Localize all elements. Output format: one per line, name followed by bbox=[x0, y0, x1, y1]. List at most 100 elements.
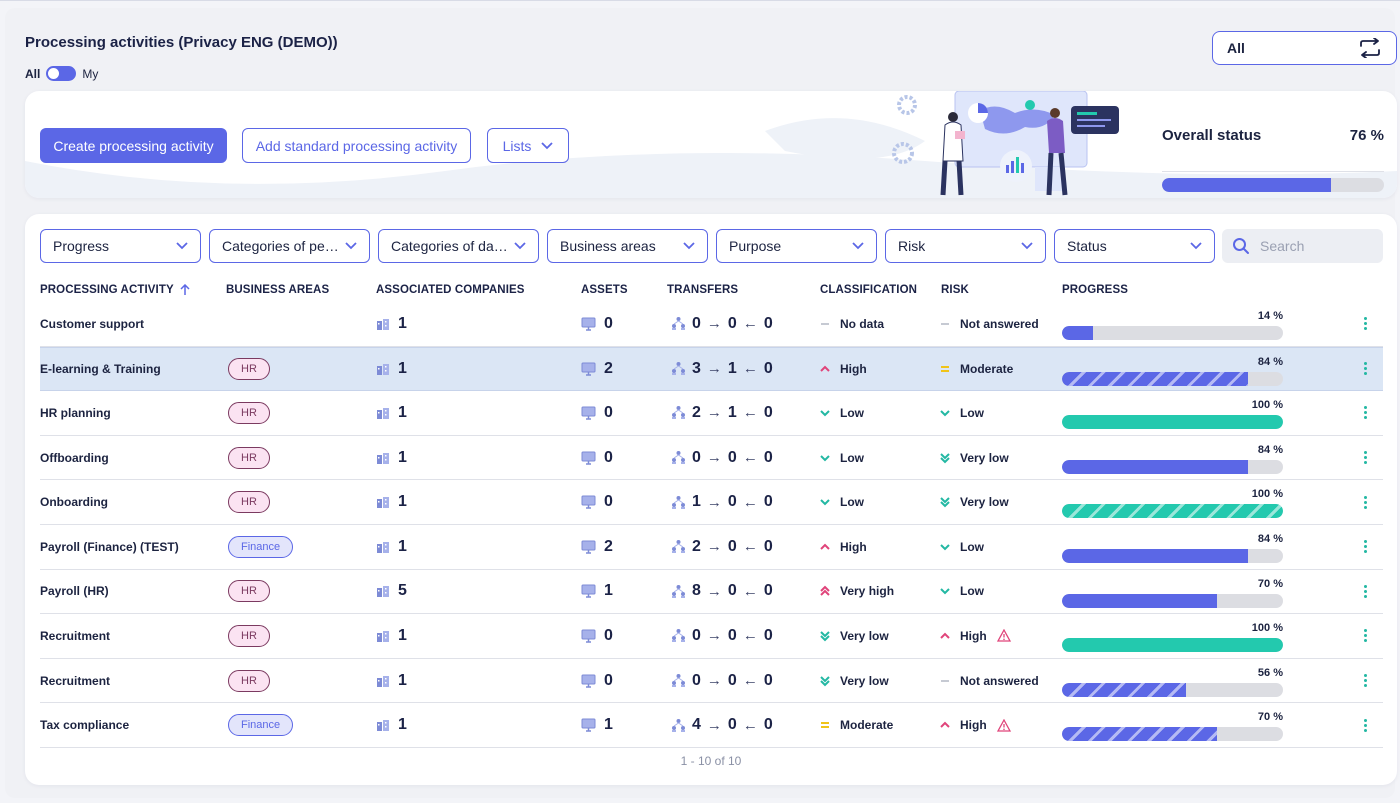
transfers-outbound: 0 bbox=[727, 537, 737, 555]
arrow-right-icon: → bbox=[706, 672, 722, 690]
table-row[interactable]: Tax compliance Finance 1 1 4 → 0 ← 0 Moderate High… bbox=[40, 703, 1383, 748]
activity-name[interactable]: Recruitment bbox=[40, 628, 111, 643]
classification-cell: Very low bbox=[820, 614, 889, 658]
column-header-business-areas[interactable]: BUSINESS AREAS bbox=[226, 284, 330, 296]
table-row[interactable]: Onboarding HR 1 0 1 → 0 ← 0 Low Very low 100 % bbox=[40, 480, 1383, 525]
column-header-risk[interactable]: RISK bbox=[941, 284, 969, 296]
activity-name[interactable]: Recruitment bbox=[40, 673, 111, 688]
search-input[interactable]: Search bbox=[1222, 229, 1383, 263]
transfers-cell: 0 → 0 ← 0 bbox=[671, 614, 773, 658]
progress-bar bbox=[1062, 593, 1283, 608]
companies-cell: 1 bbox=[376, 348, 407, 391]
row-menu-button[interactable] bbox=[1364, 348, 1368, 391]
row-menu-button[interactable] bbox=[1364, 525, 1368, 569]
table-row[interactable]: Recruitment HR 1 0 0 → 0 ← 0 Very low High 100 % bbox=[40, 614, 1383, 659]
filter-1[interactable]: Categories of personal data bbox=[209, 229, 370, 263]
transfers-inbound: 0 bbox=[763, 448, 773, 466]
table-row[interactable]: Payroll (HR) HR 5 1 8 → 0 ← 0 Very high Low 70 % bbox=[40, 570, 1383, 615]
transfers-outbound: 0 bbox=[727, 314, 737, 332]
progress-cell: 56 % bbox=[1062, 659, 1283, 703]
row-menu-button[interactable] bbox=[1364, 480, 1368, 524]
row-menu-button[interactable] bbox=[1364, 570, 1368, 614]
filter-0[interactable]: Progress bbox=[40, 229, 201, 263]
activity-name[interactable]: HR planning bbox=[40, 405, 111, 420]
filter-6[interactable]: Status bbox=[1054, 229, 1215, 263]
lists-dropdown-button[interactable]: Lists bbox=[487, 128, 569, 163]
transfers-inbound: 0 bbox=[763, 537, 773, 555]
scope-select[interactable]: All bbox=[1212, 31, 1397, 65]
users-network-icon bbox=[672, 540, 685, 554]
filter-4[interactable]: Purpose bbox=[716, 229, 877, 263]
business-area-cell: HR bbox=[228, 436, 270, 480]
overall-status-fill bbox=[1162, 177, 1331, 192]
toggle-switch[interactable] bbox=[46, 66, 77, 81]
activity-name[interactable]: Onboarding bbox=[40, 495, 108, 510]
equals-icon bbox=[821, 722, 829, 729]
column-header-activity[interactable]: PROCESSING ACTIVITY bbox=[40, 284, 190, 296]
column-header-associated-companies[interactable]: ASSOCIATED COMPANIES bbox=[376, 284, 525, 296]
filter-5[interactable]: Risk bbox=[885, 229, 1046, 263]
activity-name[interactable]: Tax compliance bbox=[40, 718, 130, 733]
assets-count: 0 bbox=[604, 314, 613, 332]
building-icon bbox=[377, 630, 389, 642]
row-menu-button[interactable] bbox=[1364, 703, 1368, 747]
row-menu-button[interactable] bbox=[1364, 436, 1368, 480]
arrow-right-icon: → bbox=[706, 627, 722, 645]
filter-2[interactable]: Categories of data subjects bbox=[378, 229, 539, 263]
chevron-down-icon bbox=[683, 242, 695, 250]
column-header-progress[interactable]: PROGRESS bbox=[1062, 284, 1128, 296]
assets-cell: 0 bbox=[581, 436, 613, 480]
row-menu-button[interactable] bbox=[1364, 302, 1368, 346]
toggle-all-label: All bbox=[25, 66, 41, 81]
table-row[interactable]: Payroll (Finance) (TEST) Finance 1 2 2 → 0 ← 0 Hi… bbox=[40, 525, 1383, 570]
transfers-inbound: 0 bbox=[763, 626, 773, 644]
activity-name[interactable]: Customer support bbox=[40, 316, 145, 331]
column-header-classification[interactable]: CLASSIFICATION bbox=[820, 284, 918, 296]
column-header-transfers[interactable]: TRANSFERS bbox=[667, 284, 739, 296]
companies-count: 1 bbox=[398, 359, 407, 377]
search-icon bbox=[1233, 238, 1249, 254]
table-row[interactable]: Customer support 1 0 0 → 0 ← 0 No data Not answer… bbox=[40, 302, 1383, 347]
table-row[interactable]: HR planning HR 1 0 2 → 1 ← 0 Low Low 100 % bbox=[40, 391, 1383, 436]
companies-count: 1 bbox=[398, 403, 407, 421]
activity-name[interactable]: Payroll (Finance) (TEST) bbox=[40, 539, 179, 554]
assets-cell: 0 bbox=[581, 480, 613, 524]
add-standard-processing-activity-button[interactable]: Add standard processing activity bbox=[242, 128, 471, 163]
classification-label: Low bbox=[840, 495, 864, 510]
top-divider bbox=[0, 0, 1400, 1]
transfers-cell: 0 → 0 ← 0 bbox=[671, 659, 773, 703]
all-my-toggle[interactable]: All My bbox=[25, 66, 98, 81]
activity-name[interactable]: Payroll (HR) bbox=[40, 584, 109, 599]
users-network-icon bbox=[672, 584, 685, 598]
column-header-assets[interactable]: ASSETS bbox=[581, 284, 628, 296]
progress-cell: 84 % bbox=[1062, 436, 1283, 480]
row-menu-button[interactable] bbox=[1364, 614, 1368, 658]
progress-fill bbox=[1062, 548, 1248, 563]
activity-name[interactable]: Offboarding bbox=[40, 450, 109, 465]
monitor-icon bbox=[581, 451, 596, 465]
companies-count: 1 bbox=[398, 537, 407, 555]
users-network-icon bbox=[672, 406, 685, 420]
filter-3[interactable]: Business areas bbox=[547, 229, 708, 263]
companies-count: 1 bbox=[398, 626, 407, 644]
transfers-count: 8 bbox=[692, 582, 701, 600]
double-chevron-up-icon bbox=[820, 585, 830, 597]
table-row[interactable]: E-learning & Training HR 1 2 3 → 1 ← 0 High Modera… bbox=[40, 346, 1383, 392]
transfers-count: 0 bbox=[692, 626, 701, 644]
activity-name[interactable]: E-learning & Training bbox=[40, 361, 161, 376]
table-row[interactable]: Recruitment HR 1 0 0 → 0 ← 0 Very low Not answered… bbox=[40, 659, 1383, 704]
companies-count: 1 bbox=[398, 314, 407, 332]
transfers-outbound: 0 bbox=[727, 493, 737, 511]
create-processing-activity-button[interactable]: Create processing activity bbox=[40, 128, 227, 163]
transfers-inbound: 0 bbox=[763, 582, 773, 600]
row-menu-button[interactable] bbox=[1364, 659, 1368, 703]
classification-cell: Very low bbox=[820, 659, 889, 703]
arrow-right-icon: → bbox=[706, 538, 722, 556]
filter-label: Progress bbox=[53, 238, 110, 254]
overall-status-label: Overall status bbox=[1162, 127, 1262, 144]
row-menu-button[interactable] bbox=[1364, 391, 1368, 435]
classification-label: Low bbox=[840, 450, 864, 465]
table-row[interactable]: Offboarding HR 1 0 0 → 0 ← 0 Low Very low 84 % bbox=[40, 436, 1383, 481]
arrow-right-icon: → bbox=[706, 716, 722, 734]
hero-panel: Create processing activity Add standard … bbox=[25, 91, 1397, 198]
